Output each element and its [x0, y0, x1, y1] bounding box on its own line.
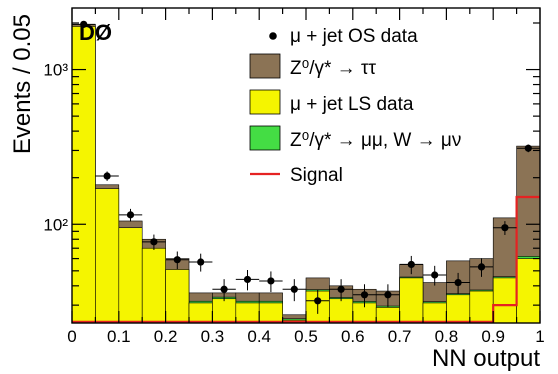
ls-data-bar	[71, 26, 96, 324]
legend-marker	[269, 32, 277, 40]
ls-data-bar	[329, 298, 354, 324]
ls-data-bar	[422, 302, 447, 324]
x-tick-label: 0.6	[341, 327, 365, 346]
legend-label: Signal	[290, 165, 343, 186]
os-data-point	[95, 171, 119, 181]
x-tick-label: 0.5	[294, 327, 318, 346]
legend-label: Z⁰/γ* → μμ, W → μν	[290, 130, 461, 151]
x-tick-label: 0.9	[481, 327, 505, 346]
ls-data-bar	[212, 298, 237, 324]
legend: μ + jet OS data Z⁰/γ* → ττ μ + jet LS data…	[249, 26, 461, 186]
os-data-point	[376, 284, 400, 308]
x-tick-label: 1	[535, 327, 544, 346]
os-data-point	[306, 289, 330, 314]
legend-label: μ + jet LS data	[290, 94, 414, 115]
os-data-point	[399, 255, 423, 275]
legend-ls-data: μ + jet LS data	[249, 89, 414, 115]
legend-os-data: μ + jet OS data	[269, 26, 418, 47]
legend-swatch	[249, 125, 281, 151]
ls-data-bar	[165, 269, 190, 324]
os-data-point	[493, 221, 517, 235]
x-tick-label: 0.1	[107, 327, 131, 346]
y-tick-label: 10²	[43, 215, 68, 234]
ls-data-bar	[141, 247, 166, 324]
os-data-point	[72, 20, 96, 28]
x-tick-label: 0.8	[435, 327, 459, 346]
legend-label: Z⁰/γ* → ττ	[290, 58, 376, 79]
os-data-point	[329, 279, 353, 302]
os-data-point	[212, 279, 236, 302]
ls-data-bar	[118, 227, 143, 324]
os-data-point	[282, 279, 306, 302]
os-data-point	[189, 253, 213, 272]
ls-data-bar	[516, 258, 541, 324]
legend-signal: Signal	[250, 165, 343, 186]
legend-ztautau: Z⁰/γ* → ττ	[249, 53, 376, 79]
ls-data-bar	[399, 277, 424, 324]
ls-data-bar	[469, 290, 494, 324]
os-data-point	[352, 284, 377, 308]
y-tick-label: 10³	[43, 61, 68, 80]
os-data-point	[516, 144, 540, 153]
legend-zmumu-wmunu: Z⁰/γ* → μμ, W → μν	[249, 125, 461, 151]
os-data-point	[165, 251, 189, 270]
x-tick-label: 0.4	[247, 327, 271, 346]
legend-swatch	[249, 53, 281, 79]
ls-data-bar	[235, 302, 260, 324]
experiment-label: DØ	[79, 20, 112, 45]
os-data-point	[469, 258, 494, 277]
ls-data-bar	[258, 302, 283, 324]
data-points	[72, 20, 540, 314]
os-data-point	[142, 234, 166, 250]
x-tick-label: 0.3	[201, 327, 225, 346]
tick-labels: 0 0.1 0.2 0.3 0.4 0.5 0.6 0.7 0.8 0.9 1 10² 10³	[43, 61, 544, 346]
x-tick-label: 0	[67, 327, 76, 346]
legend-swatch	[249, 89, 281, 115]
os-data-point	[259, 271, 283, 293]
os-data-point	[423, 265, 447, 286]
os-data-point	[118, 208, 143, 222]
ls-data-bar	[375, 307, 400, 324]
y-axis-title: Events / 0.05	[9, 14, 36, 154]
os-data-point	[235, 269, 260, 291]
ls-data-bar	[446, 294, 471, 324]
legend-label: μ + jet OS data	[290, 26, 418, 47]
x-axis-title: NN output	[432, 345, 540, 372]
ls-data-bar	[492, 277, 517, 324]
os-data-point	[446, 272, 470, 294]
ls-data-bar	[95, 188, 120, 324]
ls-data-bar	[188, 302, 213, 324]
x-tick-label: 0.2	[154, 327, 178, 346]
x-tick-label: 0.7	[388, 327, 412, 346]
axes	[71, 7, 541, 324]
